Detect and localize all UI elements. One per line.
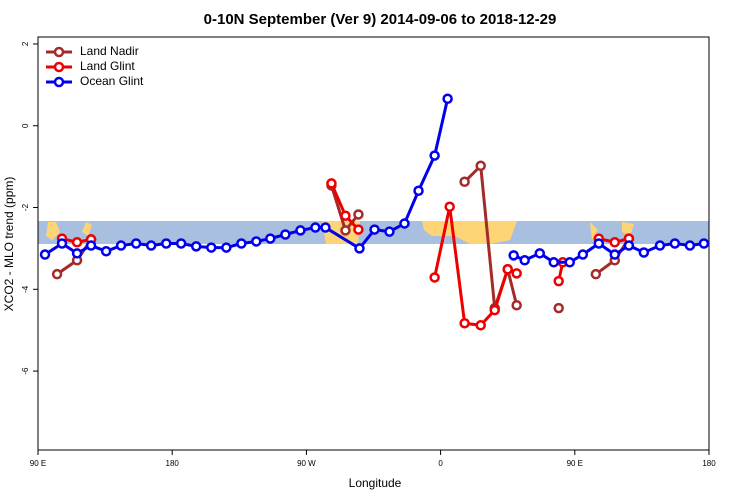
data-point bbox=[175, 238, 187, 249]
data-point bbox=[511, 299, 522, 311]
data-point bbox=[459, 176, 470, 188]
data-point bbox=[553, 275, 564, 287]
y-axis-label: XCO2 - MLO trend (ppm) bbox=[2, 177, 16, 312]
data-point bbox=[326, 178, 337, 189]
data-point bbox=[511, 268, 522, 279]
data-point bbox=[354, 243, 365, 254]
data-point bbox=[206, 242, 217, 253]
data-point bbox=[221, 242, 232, 253]
data-point bbox=[590, 268, 602, 280]
data-point bbox=[593, 238, 605, 249]
legend-marker bbox=[53, 46, 65, 58]
data-point bbox=[71, 248, 83, 259]
data-point bbox=[236, 238, 247, 249]
data-point bbox=[638, 247, 650, 258]
data-point bbox=[280, 229, 291, 240]
y-tick-label: -2 bbox=[21, 203, 30, 211]
legend-marker bbox=[53, 76, 65, 88]
x-tick-label: 180 bbox=[166, 459, 180, 468]
data-point bbox=[85, 240, 97, 251]
data-point bbox=[475, 160, 486, 172]
data-point bbox=[340, 210, 351, 221]
legend-label: Land Glint bbox=[80, 59, 135, 73]
data-point bbox=[444, 201, 455, 212]
data-point bbox=[340, 225, 351, 236]
data-point bbox=[623, 240, 635, 251]
x-tick-label: 90 W bbox=[297, 459, 316, 468]
data-point bbox=[459, 317, 470, 329]
data-point bbox=[553, 302, 564, 314]
data-point bbox=[442, 93, 453, 104]
y-tick-label: -4 bbox=[21, 285, 30, 293]
data-point bbox=[508, 250, 519, 261]
x-tick-label: 90 E bbox=[567, 459, 583, 468]
x-tick-label: 180 bbox=[702, 459, 716, 468]
data-point bbox=[115, 240, 127, 251]
data-point bbox=[577, 249, 589, 260]
data-point bbox=[698, 238, 710, 249]
data-point bbox=[413, 185, 424, 197]
data-point bbox=[320, 222, 331, 233]
data-point bbox=[190, 241, 202, 252]
y-tick-label: 2 bbox=[21, 41, 30, 46]
data-point bbox=[353, 209, 364, 220]
data-point bbox=[39, 249, 51, 260]
legend-label: Land Nadir bbox=[80, 44, 139, 58]
data-point bbox=[310, 222, 321, 233]
x-tick-label: 0 bbox=[438, 459, 443, 468]
data-point bbox=[71, 237, 83, 248]
data-point bbox=[353, 224, 364, 235]
data-point bbox=[475, 320, 486, 331]
data-point bbox=[295, 225, 306, 236]
data-point bbox=[534, 248, 546, 259]
legend-marker bbox=[53, 61, 65, 73]
data-point bbox=[609, 249, 621, 260]
data-point bbox=[429, 272, 440, 283]
data-point bbox=[654, 240, 666, 251]
data-point bbox=[502, 264, 513, 275]
data-point bbox=[429, 150, 440, 161]
data-point bbox=[145, 240, 157, 251]
data-point bbox=[100, 246, 112, 257]
data-point bbox=[548, 257, 560, 268]
data-point bbox=[684, 240, 696, 251]
data-point bbox=[489, 304, 500, 316]
legend-label: Ocean Glint bbox=[80, 74, 144, 88]
data-point bbox=[265, 233, 276, 244]
data-point bbox=[160, 238, 172, 249]
data-point bbox=[399, 218, 410, 229]
data-point bbox=[51, 268, 63, 280]
data-point bbox=[251, 236, 262, 247]
x-tick-label: 90 E bbox=[30, 459, 46, 468]
data-point bbox=[669, 238, 681, 249]
data-point bbox=[130, 238, 142, 249]
data-point bbox=[519, 255, 530, 266]
data-point bbox=[609, 237, 621, 248]
data-point bbox=[384, 226, 395, 237]
data-point bbox=[369, 224, 380, 235]
data-point bbox=[56, 238, 68, 249]
chart-title: 0-10N September (Ver 9) 2014-09-06 to 20… bbox=[204, 11, 557, 28]
y-tick-label: 0 bbox=[21, 123, 30, 128]
y-tick-label: -6 bbox=[21, 367, 30, 375]
x-axis-label: Longitude bbox=[349, 476, 402, 490]
data-point bbox=[564, 257, 575, 268]
